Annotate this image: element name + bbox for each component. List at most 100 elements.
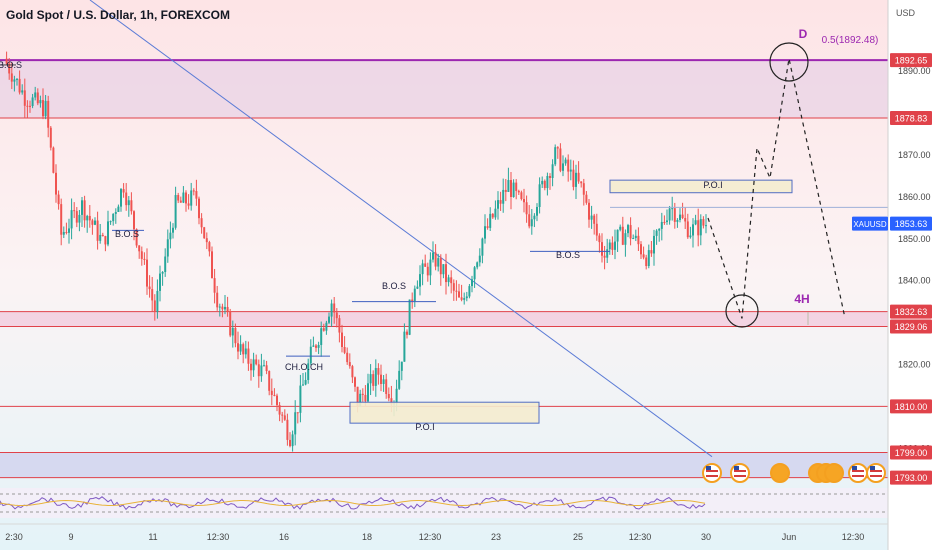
candle-body	[450, 277, 453, 284]
candle-body	[660, 221, 663, 229]
candle-body	[541, 180, 544, 185]
candle-body	[543, 180, 546, 189]
candle-body	[494, 208, 497, 218]
candle-body	[174, 195, 177, 228]
candle-body	[112, 213, 115, 222]
candle-body	[265, 365, 268, 372]
candle-body	[530, 219, 533, 227]
candle-body	[491, 213, 494, 218]
candle-body	[179, 200, 182, 203]
candle-body	[320, 328, 323, 345]
candle-body	[234, 327, 237, 344]
candle-body	[458, 291, 460, 298]
candle-body	[16, 78, 18, 80]
candle-body	[484, 226, 486, 239]
candle-body	[216, 292, 219, 308]
price-tag-label-2: 1853.63	[895, 219, 928, 229]
candle-body	[406, 331, 408, 335]
candle-body	[359, 393, 362, 407]
candle-body	[68, 228, 70, 233]
flag-stripe-icon	[734, 470, 746, 472]
candle-body	[138, 245, 141, 252]
candle-body	[686, 221, 689, 238]
zone-1	[0, 311, 888, 327]
candle-body	[195, 191, 198, 199]
candle-body	[408, 299, 411, 335]
price-tag-label-0: 1892.65	[895, 56, 928, 66]
candle-body	[559, 148, 562, 171]
candle-body	[692, 224, 694, 236]
candle-body	[260, 365, 263, 377]
price-tag-7	[890, 470, 932, 485]
x-tick-label-12: 12:30	[842, 532, 865, 542]
x-tick-label-2: 11	[148, 532, 157, 542]
flag-stripe-icon	[852, 470, 864, 472]
candle-body	[309, 346, 312, 364]
candle-body	[637, 235, 640, 245]
candle-body	[647, 250, 650, 267]
candle-body	[697, 220, 700, 236]
candle-body	[49, 127, 52, 148]
candle-body	[5, 58, 8, 64]
candle-body	[153, 300, 156, 312]
candle-body	[104, 236, 107, 245]
candle-body	[614, 241, 616, 250]
candle-body	[99, 234, 102, 241]
timeframe-label: 4H	[794, 292, 809, 306]
candle-body	[190, 190, 193, 206]
flag-stripe-icon	[870, 475, 882, 477]
candle-body	[567, 159, 570, 172]
candle-body	[439, 258, 442, 275]
candle-body	[502, 189, 505, 204]
candle-body	[489, 213, 492, 228]
candle-body	[434, 252, 437, 267]
candle-body	[679, 214, 681, 220]
candle-body	[218, 306, 221, 308]
candle-body	[257, 364, 260, 377]
x-tick-label-10: 30	[701, 532, 711, 542]
candle-body	[582, 183, 585, 195]
candle-body	[94, 220, 96, 225]
candle-body	[603, 255, 606, 258]
candle-body	[289, 439, 291, 447]
candle-body	[182, 192, 185, 203]
candle-body	[226, 306, 229, 312]
candle-body	[169, 232, 172, 240]
candle-body	[302, 384, 304, 386]
candle-body	[538, 184, 541, 207]
x-tick-label-5: 18	[362, 532, 372, 542]
event-icon	[866, 463, 886, 483]
candle-body	[57, 194, 60, 205]
candle-body	[343, 346, 346, 353]
candle-body	[338, 318, 341, 333]
candle-body	[75, 211, 78, 223]
candle-body	[426, 266, 429, 276]
flag-canton-icon	[734, 466, 739, 470]
candle-body	[642, 254, 645, 258]
candle-body	[606, 249, 609, 258]
candle-body	[60, 204, 63, 235]
candle-body	[689, 235, 692, 238]
candle-body	[403, 331, 406, 362]
x-tick-label-0: 2:30	[5, 532, 23, 542]
candle-body	[658, 228, 661, 231]
candle-body	[429, 259, 432, 276]
candle-body	[39, 100, 42, 104]
descending-trendline	[89, 0, 713, 458]
candle-body	[645, 257, 648, 267]
candle-body	[380, 374, 382, 384]
price-tag-label-5: 1810.00	[895, 402, 928, 412]
candle-body	[663, 221, 666, 223]
rsi-line	[0, 496, 706, 511]
candle-body	[517, 190, 520, 193]
candle-body	[556, 147, 559, 149]
candle-body	[294, 412, 297, 435]
candle-body	[192, 190, 195, 192]
candle-body	[478, 255, 481, 263]
candle-body	[619, 226, 622, 230]
candle-body	[512, 182, 515, 198]
candle-body	[268, 371, 271, 391]
candle-body	[390, 398, 393, 405]
candle-body	[515, 182, 518, 191]
